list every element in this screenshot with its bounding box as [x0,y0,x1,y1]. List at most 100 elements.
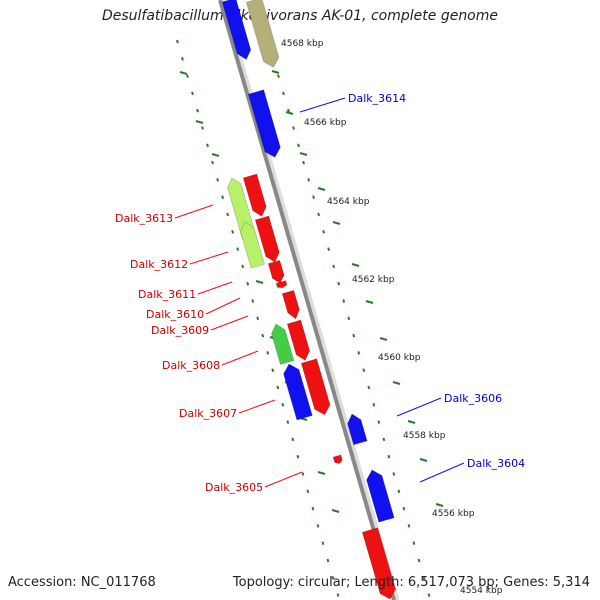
genome-backbone [218,0,396,600]
gene-arrow [271,323,295,365]
gene-label-leader [197,281,233,295]
track-dot [352,333,356,338]
track-dot [312,195,316,199]
gene-labels: Dalk_3613 Dalk_3612 Dalk_3611 Dalk_3610 Dalk… [115,92,525,494]
gene-arrow [300,358,331,416]
gene-label-leader [419,462,465,483]
track-tick [407,420,416,424]
kbp-label: 4562 kbp [352,275,395,285]
track-dot [412,541,416,545]
gene-features [221,0,396,600]
track-dot [336,593,340,597]
track-dot [372,403,376,407]
track-dot [271,368,275,372]
track-dot [296,454,300,459]
track-tick [351,263,360,267]
gene-label-leader [221,350,259,366]
track-dot [246,281,250,286]
kbp-label: 4560 kbp [378,353,421,363]
track-dot [297,143,300,148]
track-dot [402,506,406,511]
track-dot [322,230,326,234]
track-dot [382,437,386,442]
track-dot [216,178,219,182]
kbp-labels: 4568 kbp 4566 kbp 4564 kbp 4562 kbp 4560 kbp… [281,39,503,596]
track-dot [332,264,336,269]
track-dot [302,160,305,165]
track-dot [277,74,280,78]
backbone-shadow [220,0,400,600]
track-tick [331,509,340,513]
track-tick [211,153,220,157]
track-dot [251,299,255,303]
track-tick [285,111,294,115]
track-tick [392,381,401,385]
gene-label: Dalk_3604 [467,457,525,470]
track-dot [292,126,295,130]
kbp-label: 4558 kbp [403,431,446,441]
kbp-label: 4564 kbp [327,197,370,207]
gene-label: Dalk_3614 [348,92,406,105]
track-dot [266,351,270,355]
gene-label: Dalk_3612 [130,258,188,271]
accession-text: Accession: NC_011768 [8,575,156,590]
track-dot [347,316,351,321]
track-dot [196,108,199,113]
gene-label-leader [205,297,241,315]
track-dot [417,558,421,563]
track-dot [282,91,285,96]
track-tick [419,458,428,462]
track-dot [306,489,310,494]
track-dot [231,230,235,234]
kbp-label: 4566 kbp [304,118,347,128]
track-dot [326,558,330,563]
track-dot [176,39,179,44]
track-tick [195,120,204,124]
track-dot [427,593,431,597]
track-dot [226,212,230,217]
track-dot [331,576,335,580]
gene-label-leader [189,251,229,265]
gene-label: Dalk_3609 [151,324,209,337]
kbp-label: 4568 kbp [281,39,324,49]
track-dot [181,57,184,61]
track-tick [435,503,444,507]
kbp-label: 4554 kbp [460,586,503,596]
gene-label: Dalk_3606 [444,392,502,405]
track-dot [342,299,346,303]
gene-arrow [281,289,300,320]
track-dot [327,247,331,251]
track-dot [407,524,411,528]
track-dot [337,281,341,286]
gene-arrow [242,173,267,217]
track-tick [379,337,388,341]
gene-label-leader [210,315,249,331]
track-dot [316,524,320,528]
gene-label: Dalk_3613 [115,212,173,225]
gene-arrow [221,0,252,60]
track-dot [357,351,361,355]
track-tick [255,280,264,284]
track-tick [271,70,280,74]
track-dot [286,420,290,424]
gene-arrow [247,89,281,158]
track-tick [332,221,341,225]
map-title: Desulfatibacillum alkenivorans AK-01, co… [101,8,499,24]
gene-label: Dalk_3608 [162,359,220,372]
track-dot [392,472,396,476]
track-dot [311,506,315,511]
track-dot [321,541,325,545]
track-dot [236,247,240,251]
gene-label: Dalk_3611 [138,288,196,301]
genome-summary-text: Topology: circular; Length: 6,517,073 bp… [232,575,590,590]
track-dot [221,195,225,199]
track-dot [191,91,194,96]
gene-label-leader [238,399,276,414]
track-dot [291,437,295,442]
gene-arrow [283,363,313,421]
track-tick [317,187,326,191]
gene-arrow [275,280,288,289]
track-dot [201,126,204,130]
track-dot [387,454,391,459]
